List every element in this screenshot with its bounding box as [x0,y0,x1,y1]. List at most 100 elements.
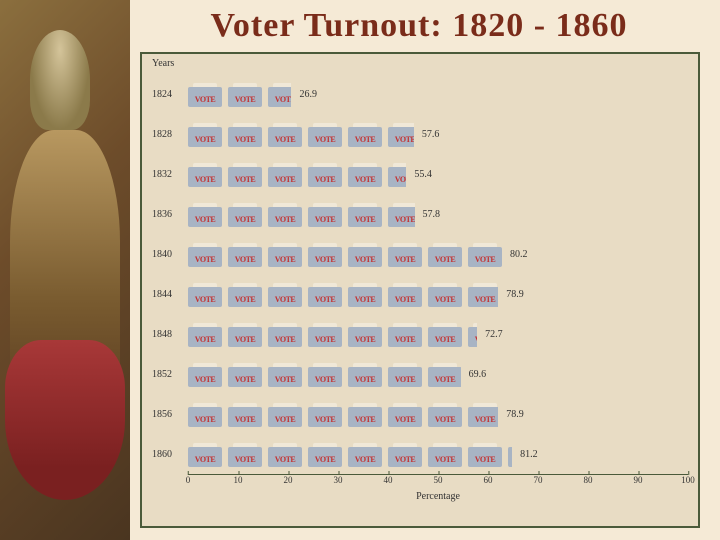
ballot-icon: VOTE [468,281,498,307]
ballot-icon: VOTE [228,121,262,147]
ballot-icon: VOTE [188,401,222,427]
chart-row: 1832VOTEVOTEVOTEVOTEVOTEVOTE55.4 [152,154,688,194]
ballot-icon: VOTE [228,161,262,187]
ballot-icon: VOTE [268,441,302,467]
ballot-label: VOTE [228,295,262,304]
year-label: 1840 [152,249,188,260]
title-text: Voter Turnout: 1820 - 1860 [210,7,627,44]
ballot-icon: VOTE [348,161,382,187]
ballot-icon: VOTE [308,201,342,227]
bar-area: VOTEVOTEVOTEVOTEVOTEVOTEVOTEVOTEVOTE81.2 [188,438,688,470]
year-label: 1856 [152,409,188,420]
bar-area: VOTEVOTEVOTEVOTEVOTEVOTEVOTEVOTE80.2 [188,238,688,270]
ballot-label: VOTE [388,135,414,144]
x-tick: 60 [484,475,493,485]
ballot-icon: VOTE [308,441,342,467]
ballot-icon: VOTE [468,321,477,347]
ballot-icon: VOTE [308,361,342,387]
ballot-label: VOTE [228,255,262,264]
x-tick: 90 [634,475,643,485]
ballot-label: VOTE [308,455,342,464]
ballot-label: VOTE [188,295,222,304]
robe-graphic [5,340,125,500]
ballot-icon: VOTE [188,441,222,467]
year-label: 1860 [152,449,188,460]
ballot-label: VOTE [388,255,422,264]
ballot-icon: VOTE [468,401,498,427]
ballot-label: VOTE [228,95,262,104]
ballot-icon: VOTE [228,81,262,107]
ballot-label: VOTE [388,455,422,464]
ballot-icon: VOTE [268,361,302,387]
ballot-icon: VOTE [228,201,262,227]
ballot-icon: VOTE [228,241,262,267]
ballot-label: VOTE [468,455,502,464]
ballot-icon: VOTE [428,241,462,267]
ballot-label: VOTE [428,415,462,424]
ballot-label: VOTE [268,95,291,104]
x-tick: 20 [284,475,293,485]
ballot-icon: VOTE [348,121,382,147]
ballot-icon: VOTE [348,441,382,467]
x-tick: 100 [681,475,695,485]
ballot-label: VOTE [348,135,382,144]
ballot-icon: VOTE [388,161,406,187]
x-tick: 50 [434,475,443,485]
ballot-label: VOTE [188,335,222,344]
value-label: 57.6 [422,129,440,140]
ballot-label: VOTE [428,295,462,304]
ballot-icon: VOTE [348,321,382,347]
chart-row: 1824VOTEVOTEVOTE26.9 [152,74,688,114]
ballot-icon: VOTE [308,281,342,307]
ballot-icon: VOTE [388,401,422,427]
chart-row: 1840VOTEVOTEVOTEVOTEVOTEVOTEVOTEVOTE80.2 [152,234,688,274]
bar-area: VOTEVOTEVOTEVOTEVOTEVOTE57.8 [188,198,688,230]
ballot-label: VOTE [308,415,342,424]
king-andrew-illustration [0,0,130,540]
value-label: 78.9 [506,289,524,300]
ballot-label: VOTE [308,375,342,384]
y-axis-title: Years [152,58,174,69]
turnout-chart: Years 1824VOTEVOTEVOTE26.91828VOTEVOTEVO… [140,52,700,528]
ballot-icon: VOTE [308,321,342,347]
x-tick: 70 [534,475,543,485]
ballot-label: VOTE [388,335,422,344]
ballot-label: VOTE [348,255,382,264]
value-label: 69.6 [469,369,487,380]
ballot-icon: VOTE [468,241,502,267]
ballot-icon: VOTE [268,241,302,267]
ballot-label: VOTE [348,335,382,344]
ballot-label: VOTE [308,215,342,224]
ballot-label: VOTE [348,295,382,304]
bar-area: VOTEVOTEVOTEVOTEVOTEVOTE55.4 [188,158,688,190]
ballot-label: VOTE [348,455,382,464]
value-label: 80.2 [510,249,528,260]
bar-area: VOTEVOTEVOTEVOTEVOTEVOTEVOTEVOTE72.7 [188,318,688,350]
ballot-icon: VOTE [348,361,382,387]
x-axis: Percentage 0102030405060708090100 [188,474,688,500]
ballot-icon: VOTE [188,121,222,147]
ballot-icon: VOTE [428,441,462,467]
ballot-label: VOTE [468,415,498,424]
value-label: 26.9 [299,89,317,100]
ballot-label: VOTE [388,375,422,384]
ballot-label: VOTE [228,335,262,344]
ballot-label: VOTE [348,175,382,184]
content-panel: Voter Turnout: 1820 - 1860 Years 1824VOT… [130,0,720,540]
x-tick: 40 [384,475,393,485]
year-label: 1844 [152,289,188,300]
ballot-label: VOTE [388,175,406,184]
slide: Voter Turnout: 1820 - 1860 Years 1824VOT… [0,0,720,540]
ballot-icon: VOTE [508,441,512,467]
ballot-label: VOTE [348,215,382,224]
ballot-icon: VOTE [428,361,461,387]
ballot-label: VOTE [348,415,382,424]
ballot-icon: VOTE [188,201,222,227]
chart-row: 1856VOTEVOTEVOTEVOTEVOTEVOTEVOTEVOTE78.9 [152,394,688,434]
x-tick: 30 [334,475,343,485]
ballot-label: VOTE [388,295,422,304]
ballot-icon: VOTE [228,361,262,387]
ballot-label: VOTE [268,215,302,224]
ballot-label: VOTE [188,95,222,104]
ballot-icon: VOTE [228,281,262,307]
